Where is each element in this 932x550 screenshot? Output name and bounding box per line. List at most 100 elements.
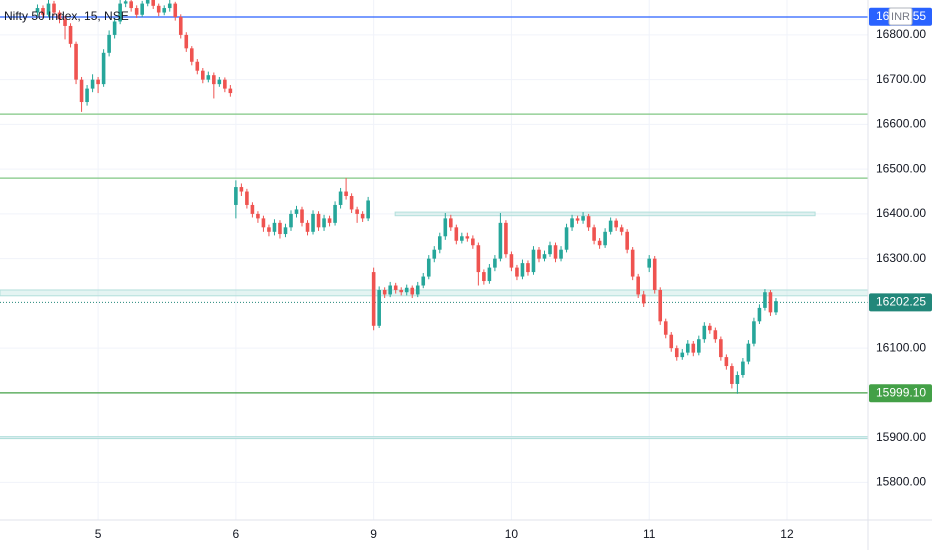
candle-body <box>454 227 459 241</box>
candle-body <box>443 218 448 237</box>
candle-body <box>289 213 293 228</box>
candle-body <box>272 222 277 232</box>
candle-body <box>228 88 233 94</box>
candle-body <box>68 25 73 44</box>
candle-body <box>90 79 95 89</box>
candle-body <box>245 191 249 205</box>
candle-body <box>597 240 602 246</box>
candle-body <box>426 258 431 277</box>
x-tick-label: 6 <box>233 527 240 541</box>
candle-body <box>250 204 255 214</box>
candle-body <box>173 3 178 18</box>
candle-body <box>719 339 723 358</box>
candle-body <box>256 213 260 219</box>
candle-body <box>377 289 381 326</box>
candle-body <box>206 75 211 80</box>
candle-body <box>46 3 51 15</box>
candle-body <box>223 79 227 89</box>
candle-body <box>360 213 365 219</box>
candle-body <box>184 34 189 49</box>
candle-body <box>437 236 442 250</box>
candle-body <box>410 287 415 295</box>
candle-body <box>57 12 62 20</box>
candle-body <box>278 222 282 235</box>
candle-body <box>189 48 194 62</box>
candle-body <box>118 3 122 22</box>
candle-body <box>708 325 712 331</box>
candle-body <box>294 209 299 214</box>
candle-body <box>382 289 387 295</box>
candle-body <box>322 218 326 228</box>
candle-body <box>487 267 492 282</box>
y-tick-label: 15900.00 <box>876 430 926 444</box>
candle-body <box>74 43 78 80</box>
price-badge-label: 16202.25 <box>876 295 926 309</box>
candle-body <box>515 267 519 277</box>
candle-body <box>482 272 486 282</box>
candle-body <box>735 375 740 384</box>
candle-body <box>586 216 591 228</box>
candle-body <box>641 294 646 304</box>
candle-body <box>537 249 541 259</box>
currency-label: INR <box>891 11 910 23</box>
y-tick-label: 16600.00 <box>876 117 926 131</box>
candle-body <box>195 61 200 71</box>
candle-body <box>652 258 657 290</box>
candle-body <box>559 249 563 259</box>
candle-body <box>404 287 409 293</box>
candle-body <box>713 330 718 340</box>
candle-body <box>101 52 106 85</box>
x-tick-label: 12 <box>780 527 794 541</box>
price-badge <box>869 384 932 403</box>
candle-body <box>630 249 635 277</box>
y-tick-label: 16800.00 <box>876 27 926 41</box>
candle-body <box>614 220 618 228</box>
candle-body <box>201 70 205 80</box>
candle-body <box>338 191 343 205</box>
candle-body <box>647 258 652 268</box>
candle-body <box>680 352 685 358</box>
plot-area <box>0 0 868 440</box>
zone <box>0 289 868 297</box>
candle-body <box>123 1 128 4</box>
candle-body <box>603 231 607 246</box>
candle-body <box>581 216 585 221</box>
candle-body <box>366 200 370 219</box>
candle-body <box>460 236 464 241</box>
candle-body <box>526 263 530 273</box>
candle-body <box>388 285 392 295</box>
price-badge-label: 15999.10 <box>876 385 926 399</box>
x-tick-label: 10 <box>505 527 519 541</box>
candle-body <box>333 204 337 223</box>
candle-body <box>145 0 150 4</box>
candle-body <box>570 218 574 228</box>
candle-body <box>35 8 40 13</box>
candle-body <box>393 285 398 290</box>
candle-body <box>217 79 222 85</box>
candle-body <box>432 249 437 259</box>
candle-body <box>300 209 304 223</box>
candle-body <box>674 348 679 358</box>
candle-body <box>763 292 767 308</box>
candle-body <box>349 196 354 210</box>
candle-body <box>548 245 552 255</box>
candle-body <box>724 357 729 367</box>
candle-body <box>531 249 536 273</box>
candle-body <box>156 5 161 13</box>
candle-body <box>493 258 497 268</box>
y-tick-label: 16500.00 <box>876 161 926 175</box>
candle-body <box>305 222 310 232</box>
candle-body <box>421 276 426 286</box>
candle-body <box>691 343 696 353</box>
candle-body <box>658 289 663 322</box>
candle-body <box>140 3 144 15</box>
axes: 15800.00 15900.00 16100.00 16300.00 16400.00… <box>95 7 932 541</box>
candle-body <box>504 222 508 255</box>
candle-body <box>774 301 778 313</box>
currency-box <box>888 7 913 26</box>
x-tick-label: 9 <box>370 527 377 541</box>
y-tick-label: 16400.00 <box>876 206 926 220</box>
candle-body <box>669 334 674 349</box>
candle-body <box>449 218 453 228</box>
candle-body <box>344 191 348 197</box>
